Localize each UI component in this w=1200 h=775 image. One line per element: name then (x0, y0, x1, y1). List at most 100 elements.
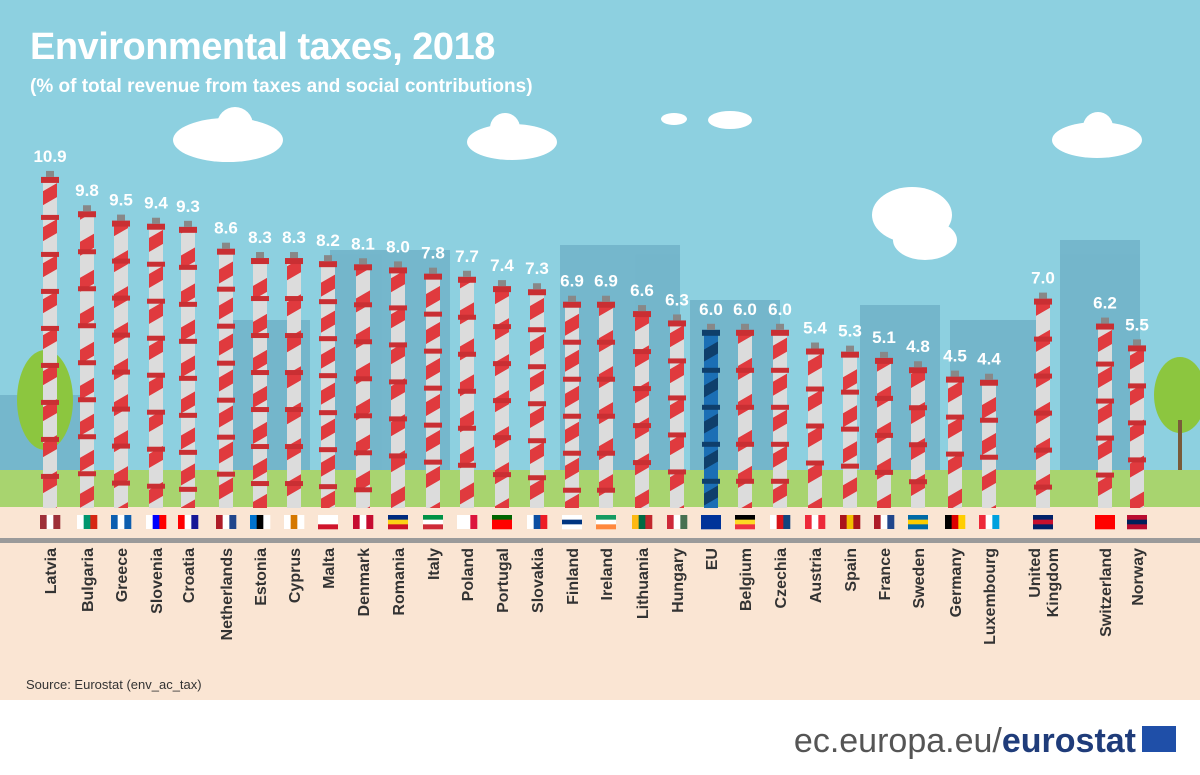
chimney-hungary: 6.3 Hungary (665, 290, 689, 612)
chimney-ring (285, 296, 303, 302)
country-label: Italy (426, 548, 443, 580)
flag-icon (945, 515, 966, 529)
footer-link[interactable]: ec.europa.eu/eurostat (794, 722, 1136, 761)
chimney-austria: 5.4 Austria (803, 319, 827, 604)
flag-icon (178, 515, 199, 529)
chimney-ring (736, 367, 754, 373)
chimney-estonia: 8.3 Estonia (248, 228, 272, 606)
chimney-ireland: 6.9 Ireland (594, 272, 618, 601)
chimney-ring (389, 379, 407, 385)
chimney-ring (147, 446, 165, 452)
ground-line (0, 538, 1200, 543)
chimney-ring (668, 432, 686, 438)
chimney-ring (217, 286, 235, 292)
chimney-cap (458, 276, 476, 283)
country-label: Switzerland (1098, 548, 1115, 637)
value-label: 5.5 (1125, 315, 1149, 334)
chimney-ring (389, 305, 407, 311)
chimney-ring (78, 249, 96, 255)
chimney-ring (78, 471, 96, 477)
country-label: Czechia (773, 548, 790, 609)
chimney-ring (179, 375, 197, 381)
bar (43, 179, 57, 509)
chimney-cap (771, 329, 789, 336)
country-label: Romania (391, 548, 408, 616)
chimney-united-kingdom: 7.0 United Kingdom (1027, 269, 1062, 618)
bar (181, 229, 195, 508)
chimney-top (498, 280, 506, 287)
chimney-top (46, 170, 54, 177)
chimney-ring (41, 214, 59, 220)
chimney-cap (424, 273, 442, 280)
chimney-cap (563, 301, 581, 308)
chimney-top (568, 295, 576, 302)
value-label: 6.9 (594, 272, 618, 291)
bar (114, 223, 128, 508)
chimney-ring (424, 385, 442, 391)
chimney-denmark: 8.1 Denmark (351, 234, 375, 616)
ground-band (0, 507, 1200, 700)
chimney-cap (980, 379, 998, 386)
chimney-ring (633, 349, 651, 355)
flag-icon (318, 515, 338, 530)
chimney-ring (424, 348, 442, 354)
chimney-france: 5.1 France (872, 328, 896, 601)
chimney-cap (78, 211, 96, 218)
country-label: United (1027, 548, 1044, 598)
chimney-top (880, 351, 888, 358)
chimney-ring (41, 399, 59, 405)
country-label: Germany (948, 548, 965, 617)
chimney-top (359, 258, 367, 265)
chimney-cap (597, 301, 615, 308)
flag-icon (146, 515, 167, 529)
flag-icon (701, 515, 721, 530)
chimney-cap (179, 226, 197, 233)
chimney-ring (424, 311, 442, 317)
chimney-ring (493, 361, 511, 367)
chimney-top (673, 314, 681, 321)
chimney-latvia: 10.9 Latvia (33, 147, 66, 594)
chimney-ring (41, 436, 59, 442)
chimney-luxembourg: 4.4 Luxembourg (977, 350, 1001, 645)
chimney-croatia: 9.3 Croatia (176, 197, 200, 603)
chimney-cap (285, 258, 303, 265)
bar (1098, 326, 1112, 508)
country-label: Finland (565, 548, 582, 605)
footer-brand: eurostat (1001, 722, 1136, 760)
source-note: Source: Eurostat (env_ac_tax) (26, 677, 202, 692)
value-label: 6.2 (1093, 294, 1117, 313)
country-label: Latvia (43, 548, 60, 594)
chimney-ring (285, 333, 303, 339)
country-label: Ireland (599, 548, 616, 600)
chimney-portugal: 7.4 Portugal (490, 256, 514, 613)
chimney-ring (147, 372, 165, 378)
chimney-lithuania: 6.6 Lithuania (630, 281, 654, 619)
chimney-top (707, 323, 715, 330)
chimney-top (152, 217, 160, 224)
value-label: 7.8 (421, 244, 445, 263)
page-subtitle: (% of total revenue from taxes and socia… (30, 76, 533, 97)
flag-icon (284, 515, 305, 529)
value-label: 7.4 (490, 256, 514, 275)
bar (670, 323, 684, 508)
country-label: Hungary (670, 548, 687, 613)
chimney-ring (841, 389, 859, 395)
flag-icon (111, 515, 132, 529)
chimney-ring (1034, 484, 1052, 490)
chimney-ring (458, 351, 476, 357)
chimney-top (1133, 339, 1141, 346)
chimney-ring (389, 453, 407, 459)
chimney-ring (1096, 398, 1114, 404)
chimney-ring (528, 327, 546, 333)
chimney-ring (1096, 435, 1114, 441)
flag-icon (874, 515, 895, 529)
chimney-ring (112, 332, 130, 338)
flag-icon (353, 515, 374, 529)
chimney-czechia: 6.0 Czechia (768, 300, 792, 609)
chimney-ring (251, 481, 269, 487)
chimney-ring (946, 414, 964, 420)
value-label: 5.3 (838, 322, 862, 341)
value-label: 4.4 (977, 350, 1001, 369)
chimney-cap (1096, 323, 1114, 330)
